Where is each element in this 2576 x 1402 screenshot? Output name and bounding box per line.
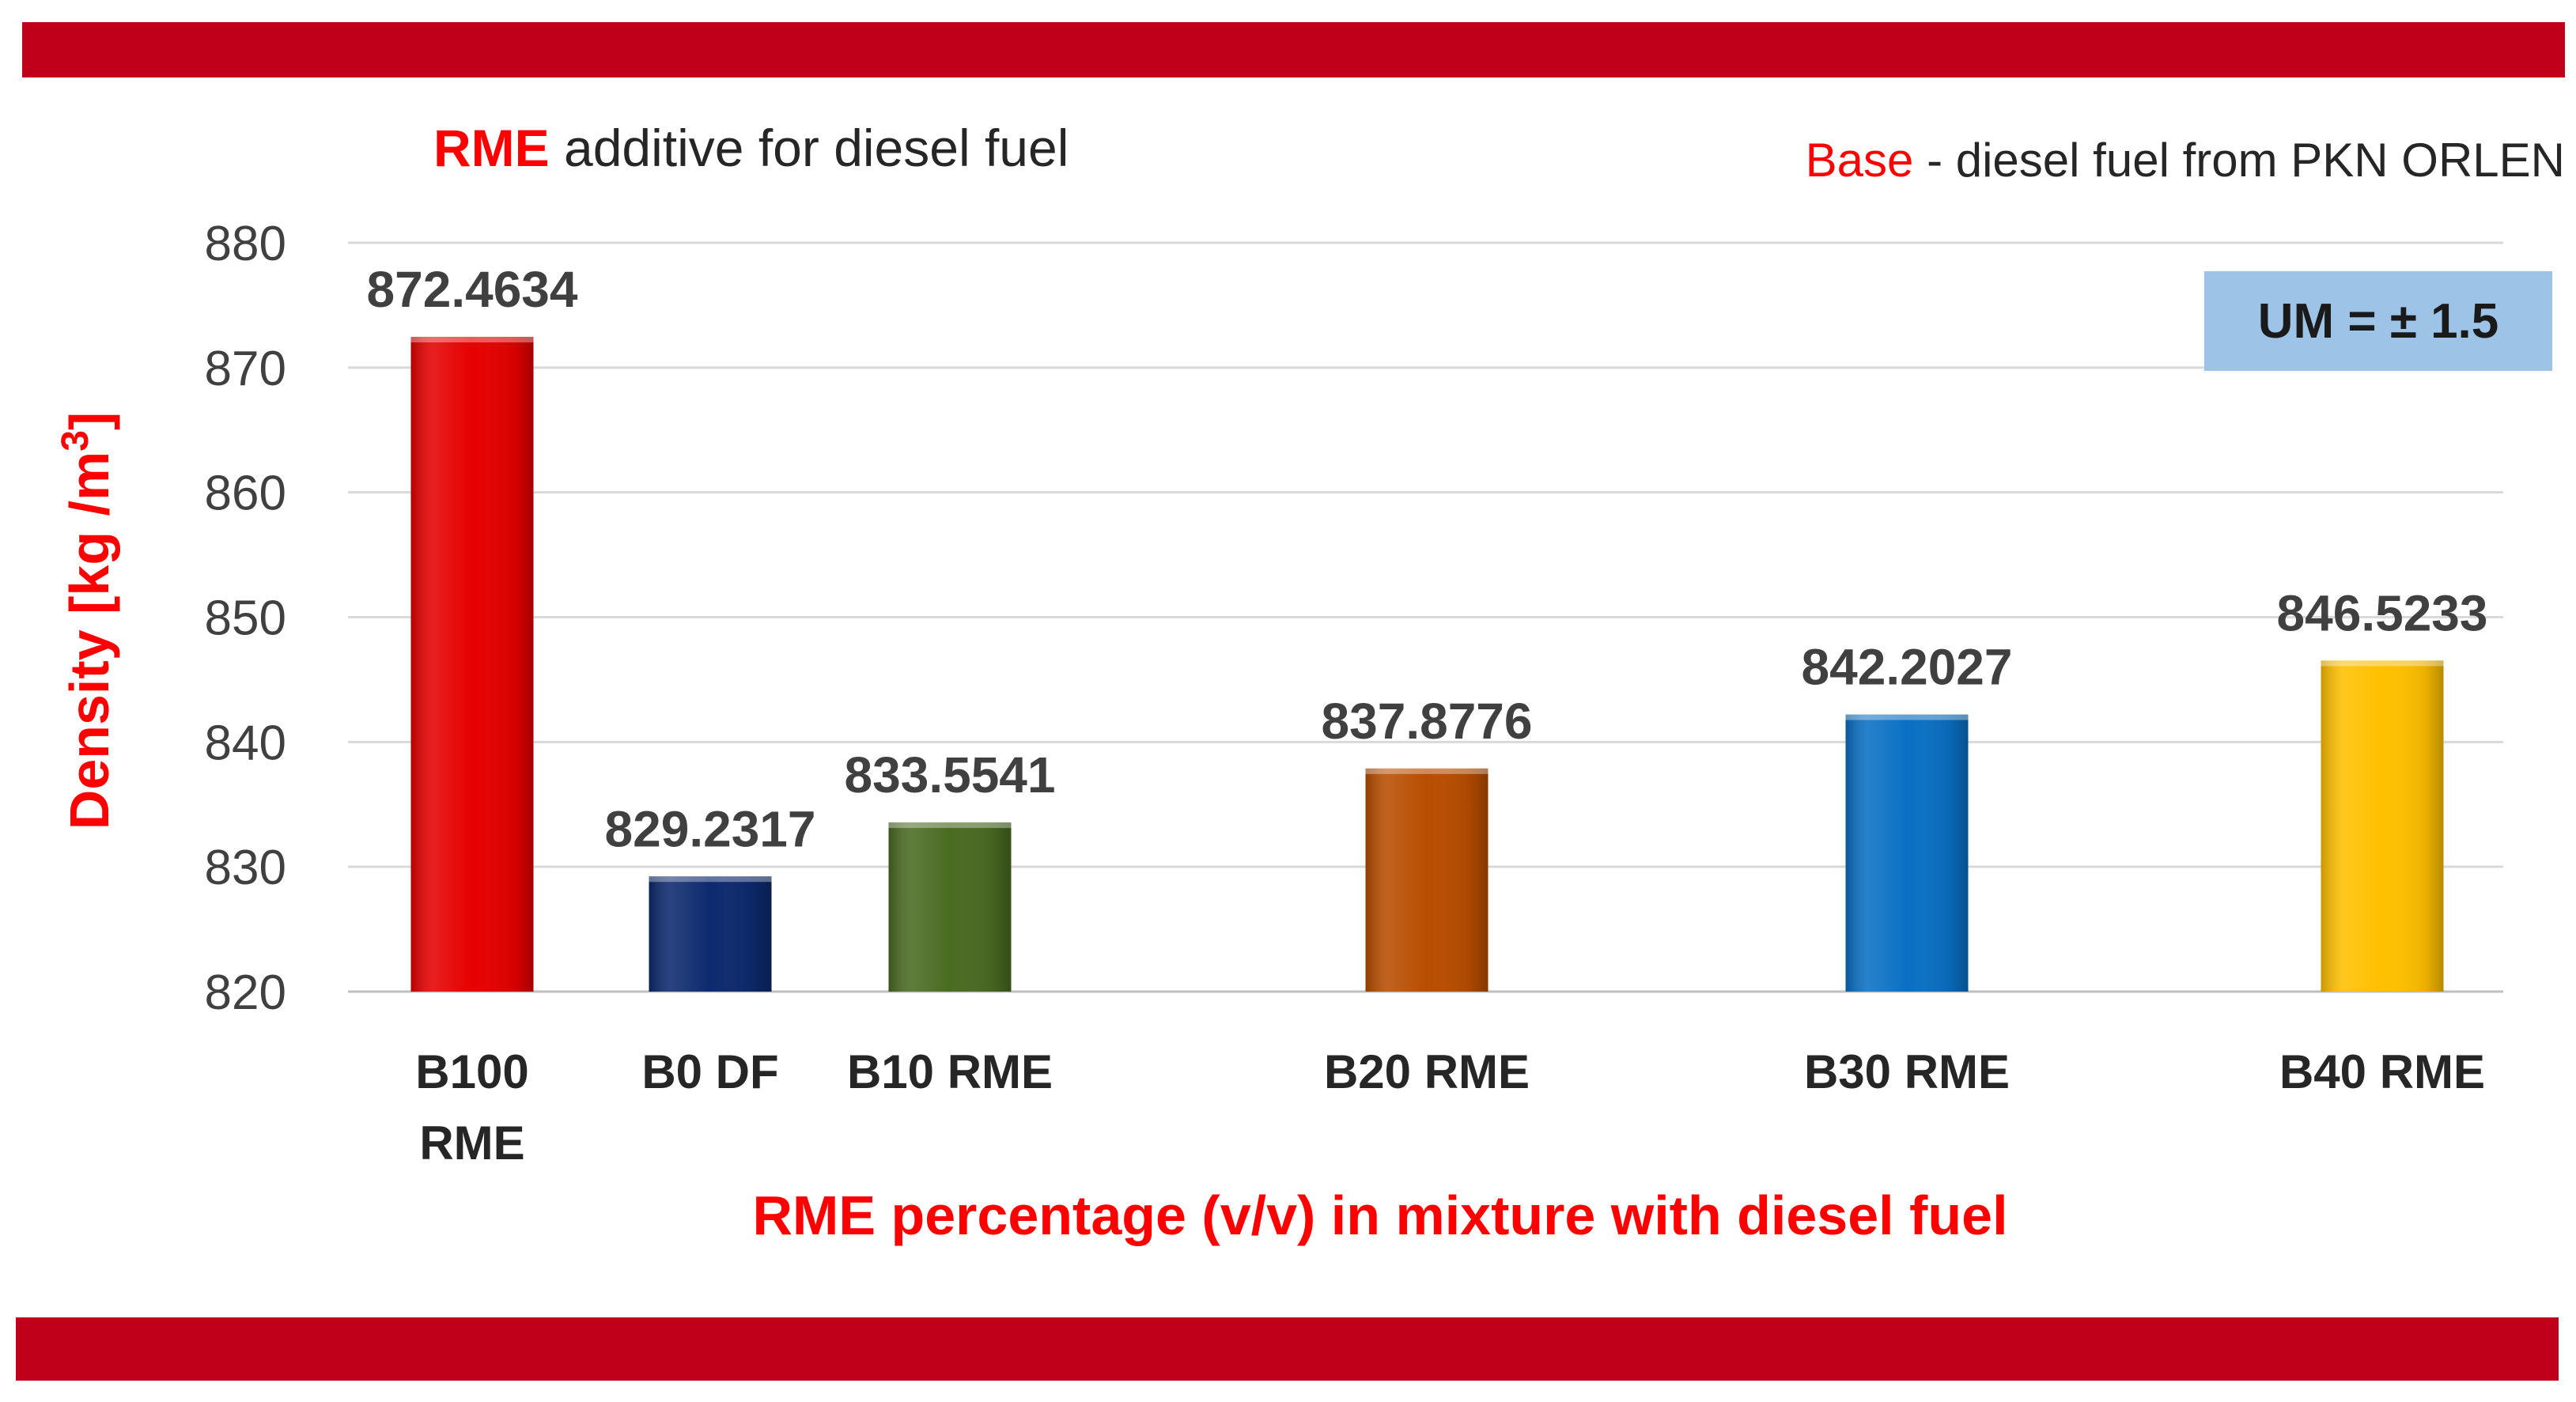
bar xyxy=(888,822,1012,992)
y-tick-label: 850 xyxy=(205,591,286,646)
bar-top-highlight xyxy=(1365,768,1488,774)
data-label: 837.8776 xyxy=(1322,693,1533,750)
bar-top-highlight xyxy=(410,336,534,342)
bottom-decorative-band xyxy=(16,1317,2559,1381)
um-annotation-box xyxy=(2204,271,2552,371)
bar-shading xyxy=(888,822,1012,992)
bar xyxy=(410,336,534,992)
bar-top-highlight xyxy=(649,876,772,882)
bar-shading xyxy=(649,876,772,992)
y-tick-label: 880 xyxy=(205,217,286,271)
chart-subtitle-accent: Base xyxy=(1806,134,1914,187)
y-axis-label-main: Density [kg /m xyxy=(59,452,120,829)
y-axis-ticks: 820 830 840 850 860 870 880 xyxy=(205,217,286,1020)
bar xyxy=(2321,660,2444,992)
chart-subtitle: Base - diesel fuel from PKN ORLEN xyxy=(1806,134,2565,187)
data-labels: 872.4634 829.2317 833.5541 837.8776 842.2027… xyxy=(367,261,2488,857)
top-decorative-band xyxy=(22,22,2565,77)
um-annotation-text: UM = ± 1.5 xyxy=(2258,294,2499,349)
y-axis-label-close: ] xyxy=(59,412,120,430)
data-label: 829.2317 xyxy=(605,800,816,857)
bar-top-highlight xyxy=(1845,714,1969,720)
bar-top-highlight xyxy=(2321,660,2444,667)
chart-title-accent: RME xyxy=(433,119,550,177)
bar-shading xyxy=(1845,714,1969,992)
y-tick-label: 870 xyxy=(205,342,286,396)
chart-title: RME additive for diesel fuel xyxy=(433,119,1069,177)
y-tick-label: 840 xyxy=(205,716,286,770)
y-axis-label-superscript: 3 xyxy=(55,430,96,452)
bar xyxy=(1365,768,1488,992)
bar-shading xyxy=(2321,660,2444,992)
chart-subtitle-rest: - diesel fuel from PKN ORLEN xyxy=(1913,134,2565,187)
gridlines xyxy=(348,241,2503,993)
x-tick-label: B30 RME xyxy=(1804,1045,2010,1098)
data-label: 842.2027 xyxy=(1802,639,2013,696)
bar-top-highlight xyxy=(888,822,1012,829)
bar xyxy=(1845,714,1969,992)
x-tick-label: B0 DF xyxy=(641,1045,778,1098)
data-label: 833.5541 xyxy=(845,746,1056,803)
x-tick-label: B40 RME xyxy=(2279,1045,2485,1098)
x-axis-label: RME percentage (v/v) in mixture with die… xyxy=(752,1185,2007,1246)
chart-title-rest: additive for diesel fuel xyxy=(550,119,1069,177)
bar xyxy=(649,876,772,992)
x-tick-label: RME xyxy=(419,1117,524,1170)
x-tick-label: B100 xyxy=(415,1045,528,1098)
y-tick-label: 830 xyxy=(205,841,286,895)
x-axis-ticks: B100 RME B0 DF B10 RME B20 RME B30 RME B40 RME xyxy=(415,1045,2485,1170)
data-label: 872.4634 xyxy=(367,261,578,318)
y-tick-label: 820 xyxy=(205,966,286,1020)
bar-shading xyxy=(410,336,534,992)
data-label: 846.5233 xyxy=(2277,584,2488,641)
x-tick-label: B20 RME xyxy=(1324,1045,1530,1098)
bars xyxy=(410,336,2444,992)
y-tick-label: 860 xyxy=(205,467,286,521)
bar-shading xyxy=(1365,768,1488,992)
x-tick-label: B10 RME xyxy=(847,1045,1053,1098)
y-axis-label: Density [kg /m3] xyxy=(55,412,120,829)
